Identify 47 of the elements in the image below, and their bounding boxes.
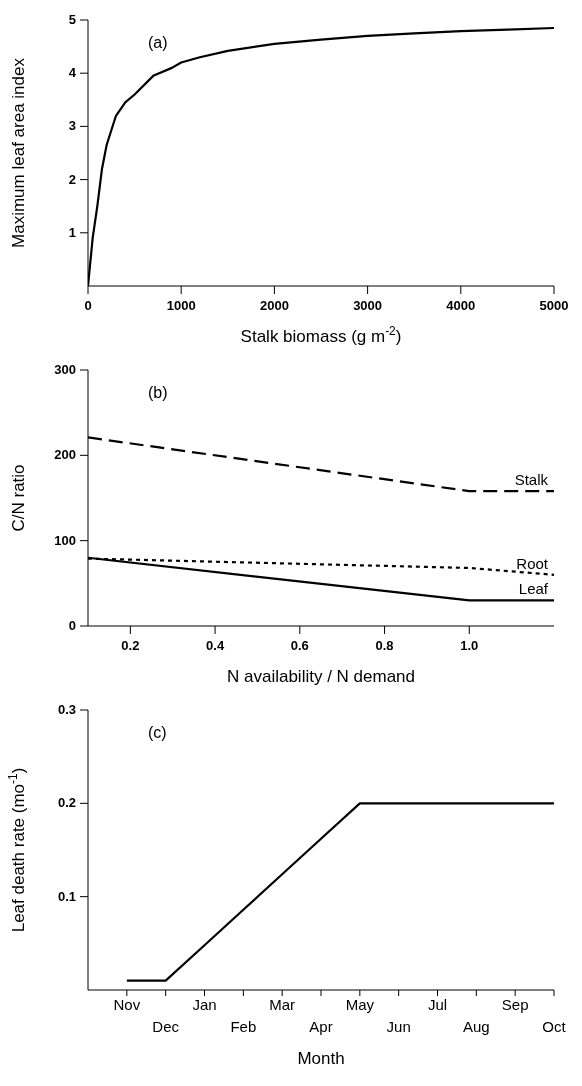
x-tick-label: Nov <box>113 996 141 1013</box>
x-tick-label: 3000 <box>353 298 383 313</box>
x-tick-label: Jun <box>386 1018 411 1035</box>
x-tick-label: 0.6 <box>290 638 309 653</box>
x-tick-label: 0.4 <box>206 638 225 653</box>
line-series <box>125 802 556 982</box>
series-label: Root <box>516 554 549 572</box>
y-tick-label: 300 <box>54 362 76 377</box>
y-tick-label: 0 <box>68 618 76 633</box>
x-tick-label: Feb <box>230 1018 257 1035</box>
series-label: Leaf <box>518 580 549 598</box>
y-tick-label: 2 <box>68 171 76 187</box>
y-tick-label: 200 <box>54 447 76 463</box>
annotation: (c) <box>148 724 167 742</box>
y-tick-label: 100 <box>54 532 76 548</box>
x-tick-label: 2000 <box>259 298 289 313</box>
x-tick-label: Jul <box>427 996 448 1013</box>
y-tick-label: 0.1 <box>57 888 76 904</box>
y-tick-label: 3 <box>68 118 76 134</box>
x-axis-title: Month <box>297 1049 345 1068</box>
annotation: (a) <box>148 34 168 52</box>
x-tick-label: Jan <box>192 996 217 1013</box>
x-tick-label: 1000 <box>166 298 196 313</box>
x-tick-label: Mar <box>269 996 296 1013</box>
y-tick-label: 5 <box>68 12 76 27</box>
y-axis-title: C/N ratio <box>9 464 28 532</box>
y-tick-label: 1 <box>68 224 76 240</box>
x-tick-label: Oct <box>542 1018 567 1035</box>
x-tick-label: 0.8 <box>375 638 394 653</box>
y-axis-title: Maximum leaf area index <box>9 57 28 248</box>
x-tick-label: Aug <box>462 1018 490 1035</box>
x-tick-label: 0 <box>84 298 92 313</box>
annotation: (b) <box>148 384 168 402</box>
x-tick-label: Apr <box>309 1018 333 1035</box>
x-axis-title: Stalk biomass (g m$^{-2}$) <box>240 324 402 346</box>
x-tick-label: Dec <box>152 1018 180 1035</box>
x-tick-label: 4000 <box>446 298 476 313</box>
x-tick-label: 5000 <box>539 298 569 313</box>
y-tick-label: 0.2 <box>57 795 76 811</box>
x-tick-label: 0.2 <box>121 638 140 653</box>
series-label: Stalk <box>514 471 549 489</box>
y-tick-label: 4 <box>68 65 77 81</box>
x-tick-label: Sep <box>501 996 529 1013</box>
x-tick-label: May <box>345 996 375 1013</box>
x-axis-title: N availability / N demand <box>226 667 416 686</box>
y-tick-label: 0.3 <box>57 702 76 717</box>
x-tick-label: 1.0 <box>460 638 479 653</box>
